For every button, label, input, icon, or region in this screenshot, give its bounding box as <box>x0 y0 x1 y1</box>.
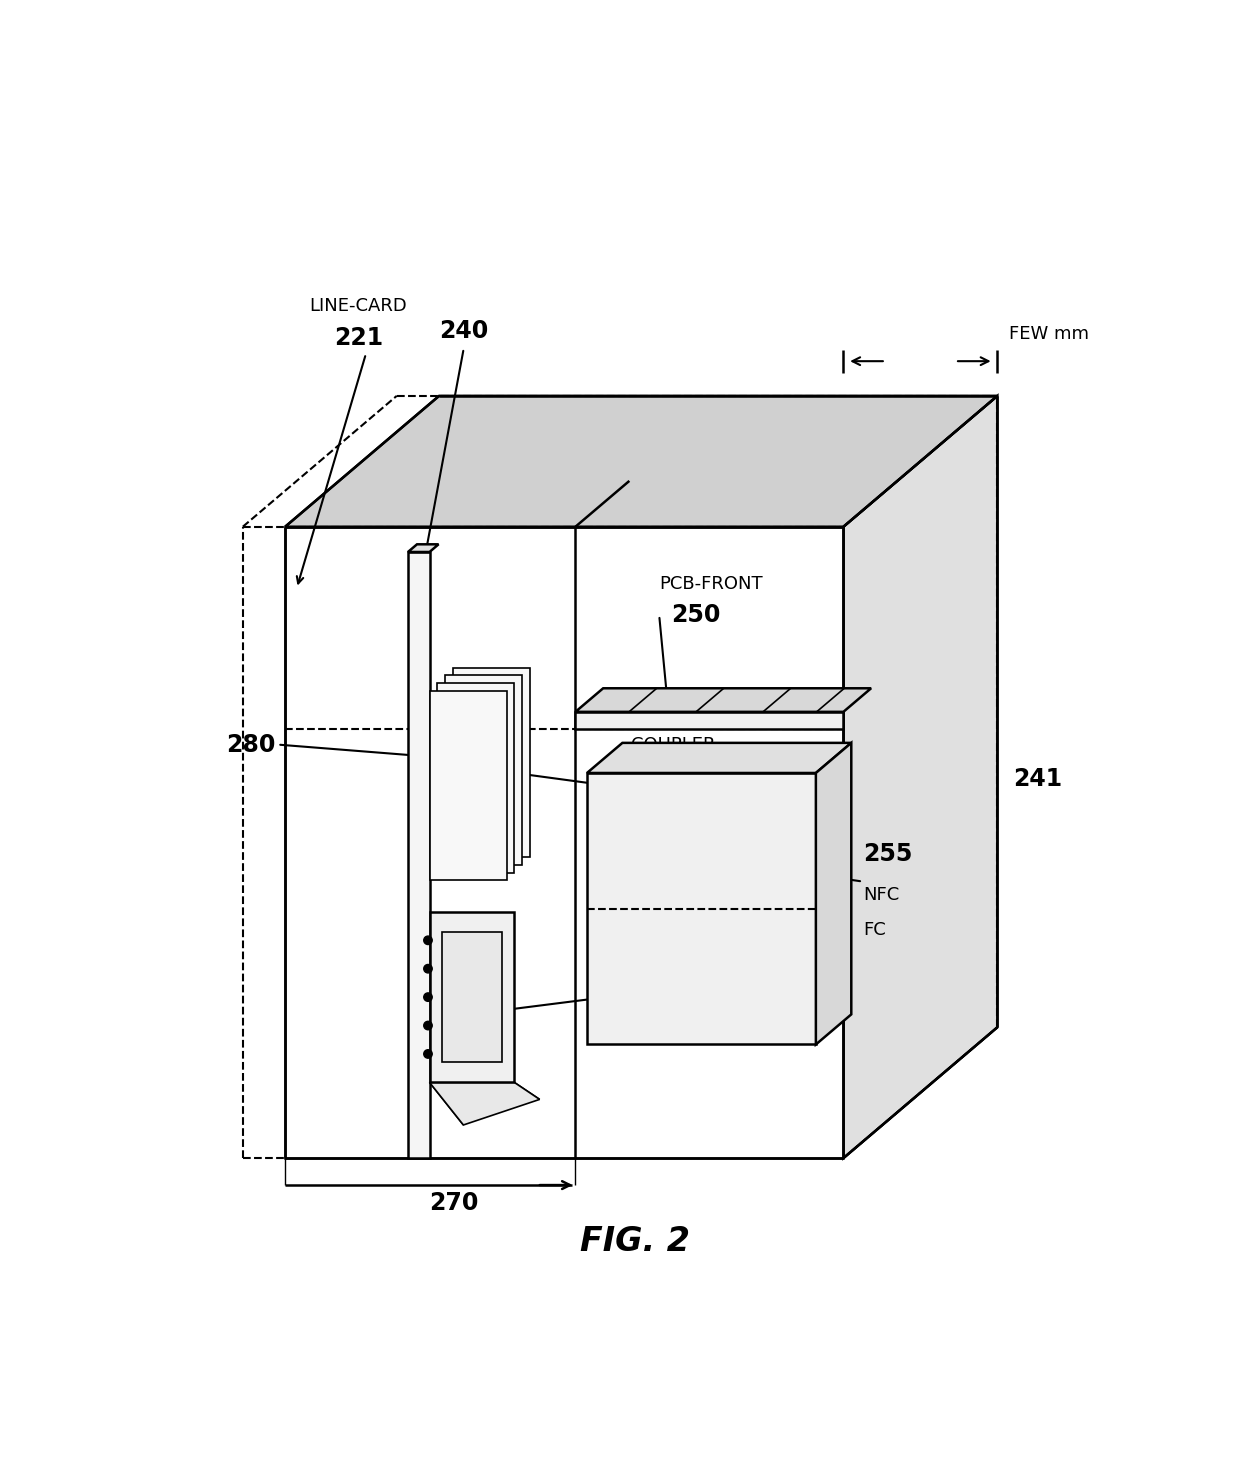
Polygon shape <box>408 552 429 1158</box>
Text: COUPLER: COUPLER <box>631 736 715 755</box>
Circle shape <box>424 935 433 944</box>
Circle shape <box>424 1021 433 1030</box>
Text: FEW mm: FEW mm <box>1009 325 1089 344</box>
Text: 241: 241 <box>1013 768 1061 791</box>
Circle shape <box>424 965 433 973</box>
Polygon shape <box>285 527 843 1158</box>
Text: 250: 250 <box>671 603 720 627</box>
Polygon shape <box>843 396 997 1158</box>
Polygon shape <box>429 912 515 1083</box>
Text: FC: FC <box>863 921 885 940</box>
Text: 270: 270 <box>429 1192 479 1215</box>
Polygon shape <box>285 396 997 527</box>
Polygon shape <box>575 712 843 728</box>
Polygon shape <box>438 683 515 873</box>
Text: 280: 280 <box>227 733 277 756</box>
Text: FIG. 2: FIG. 2 <box>580 1225 691 1257</box>
Circle shape <box>424 992 433 1001</box>
Polygon shape <box>453 667 529 857</box>
Text: TX/RX: TX/RX <box>631 985 686 1002</box>
Circle shape <box>424 1049 433 1058</box>
Polygon shape <box>443 932 501 1062</box>
Text: 252: 252 <box>639 787 688 810</box>
Polygon shape <box>587 774 816 1045</box>
Polygon shape <box>429 691 506 880</box>
Text: PCB-FRONT: PCB-FRONT <box>660 574 763 593</box>
Text: 240: 240 <box>439 319 489 344</box>
Text: NFC: NFC <box>863 886 899 905</box>
Polygon shape <box>429 1083 539 1125</box>
Polygon shape <box>408 545 439 552</box>
Text: 251: 251 <box>631 953 666 972</box>
Text: DIE: DIE <box>631 1017 662 1034</box>
Polygon shape <box>445 676 522 865</box>
Text: 221: 221 <box>334 325 383 350</box>
Text: LINE-CARD: LINE-CARD <box>310 297 407 315</box>
Text: 255: 255 <box>863 842 913 867</box>
Text: NFC: NFC <box>631 698 667 717</box>
Polygon shape <box>575 688 872 712</box>
Polygon shape <box>587 743 852 774</box>
Polygon shape <box>816 743 852 1045</box>
